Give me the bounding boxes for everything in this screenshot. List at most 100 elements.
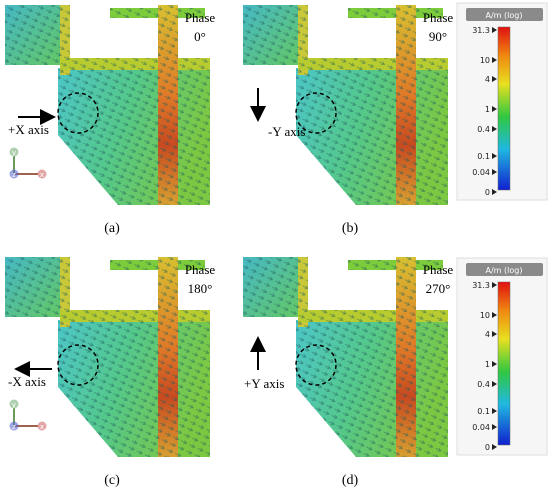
triad-label: x bbox=[40, 171, 44, 179]
vector-texture bbox=[298, 257, 308, 327]
tick-marker bbox=[492, 189, 497, 195]
tick-marker bbox=[492, 381, 497, 387]
vector-texture bbox=[396, 5, 416, 205]
vector-texture bbox=[243, 257, 300, 317]
triad-label: y bbox=[12, 149, 16, 157]
tick-label: 0.4 bbox=[477, 380, 490, 389]
triad-label: z bbox=[12, 171, 16, 179]
dashed-circle bbox=[57, 344, 99, 386]
vector-texture bbox=[348, 8, 443, 18]
tick-label: 0.1 bbox=[477, 407, 490, 416]
dashed-circle bbox=[295, 344, 337, 386]
triad-label: x bbox=[40, 423, 44, 431]
tick-marker bbox=[492, 76, 497, 82]
tick-label: 0 bbox=[485, 443, 490, 452]
panel: Phase 0° +X axis y z x (a) bbox=[5, 5, 215, 236]
colorbar-header bbox=[466, 263, 543, 276]
tick-label: 31.3 bbox=[472, 281, 490, 290]
tick-label: 0.4 bbox=[477, 125, 490, 134]
caption: (d) bbox=[342, 473, 359, 488]
colorbar-header bbox=[466, 8, 543, 21]
vector-texture bbox=[298, 310, 448, 322]
phase-label: Phase bbox=[423, 10, 454, 25]
phase-label: Phase bbox=[185, 262, 216, 277]
colorbar-title: A/m (log) bbox=[486, 266, 523, 275]
tick-label: 10 bbox=[480, 56, 490, 65]
tick-label: 0.04 bbox=[472, 423, 490, 432]
colorbar-title: A/m (log) bbox=[486, 11, 523, 20]
caption: (c) bbox=[104, 473, 120, 488]
direction-label: -X axis bbox=[8, 374, 46, 389]
direction-label: -Y axis bbox=[268, 124, 305, 139]
triad-dot bbox=[9, 147, 19, 157]
tick-marker bbox=[492, 331, 497, 337]
tick-label: 1 bbox=[485, 105, 490, 114]
tick-marker bbox=[492, 169, 497, 175]
tick-label: 31.3 bbox=[472, 26, 490, 35]
tick-marker bbox=[492, 27, 497, 33]
vector-texture bbox=[110, 260, 205, 270]
tick-marker bbox=[492, 444, 497, 450]
vector-texture bbox=[348, 260, 443, 270]
vector-texture bbox=[298, 58, 448, 70]
vector-texture bbox=[58, 320, 210, 457]
tick-label: 0.04 bbox=[472, 168, 490, 177]
panel: Phase 180° -X axis y z x (c) bbox=[5, 257, 215, 488]
vector-texture bbox=[60, 58, 210, 70]
vector-texture bbox=[5, 5, 62, 65]
vector-texture bbox=[296, 320, 448, 457]
vector-texture bbox=[298, 5, 308, 75]
triad-dot bbox=[37, 421, 47, 431]
tick-marker bbox=[492, 361, 497, 367]
vector-texture bbox=[243, 5, 300, 65]
tick-label: 1 bbox=[485, 360, 490, 369]
vector-texture bbox=[60, 257, 70, 327]
vector-texture bbox=[158, 257, 178, 457]
colorbar-gradient bbox=[497, 281, 511, 446]
tick-marker bbox=[492, 282, 497, 288]
panel: Phase 90° -Y axis (b) bbox=[243, 5, 453, 236]
tick-marker bbox=[492, 408, 497, 414]
colorbar: A/m (log) 31.3 10 4 1 0.4 0.1 0.04 0 bbox=[456, 257, 548, 456]
vector-texture bbox=[110, 8, 205, 18]
triad-dot bbox=[9, 421, 19, 431]
triad-label: z bbox=[12, 423, 16, 431]
phase-value: 90° bbox=[429, 29, 447, 44]
vector-texture bbox=[58, 68, 210, 205]
tick-marker bbox=[492, 126, 497, 132]
dashed-circle bbox=[295, 92, 337, 134]
phase-value: 180° bbox=[188, 281, 213, 296]
triad-dot bbox=[9, 399, 19, 409]
colorbar-gradient bbox=[497, 26, 511, 191]
colorbar: A/m (log) 31.3 10 4 1 0.4 0.1 0.04 0 bbox=[456, 2, 548, 201]
tick-label: 0 bbox=[485, 188, 490, 197]
tick-marker bbox=[492, 312, 497, 318]
tick-label: 10 bbox=[480, 311, 490, 320]
phase-label: Phase bbox=[185, 10, 216, 25]
axis-triad: y z x bbox=[9, 147, 47, 179]
triad-dot bbox=[37, 169, 47, 179]
caption: (b) bbox=[342, 221, 359, 236]
direction-label: +X axis bbox=[8, 122, 49, 137]
direction-label: +Y axis bbox=[244, 376, 284, 391]
vector-texture bbox=[5, 257, 62, 317]
caption: (a) bbox=[104, 221, 120, 236]
axis-triad: y z x bbox=[9, 399, 47, 431]
tick-marker bbox=[492, 153, 497, 159]
phase-value: 270° bbox=[426, 281, 451, 296]
tick-label: 0.1 bbox=[477, 152, 490, 161]
vector-texture bbox=[296, 68, 448, 205]
phase-value: 0° bbox=[194, 29, 206, 44]
tick-marker bbox=[492, 106, 497, 112]
dashed-circle bbox=[57, 92, 99, 134]
tick-marker bbox=[492, 57, 497, 63]
phase-label: Phase bbox=[423, 262, 454, 277]
vector-texture bbox=[60, 5, 70, 75]
panel: Phase 270° +Y axis (d) bbox=[243, 257, 453, 488]
triad-label: y bbox=[12, 401, 16, 409]
tick-label: 4 bbox=[485, 330, 490, 339]
vector-texture bbox=[396, 257, 416, 457]
vector-texture bbox=[158, 5, 178, 205]
vector-texture bbox=[60, 310, 210, 322]
